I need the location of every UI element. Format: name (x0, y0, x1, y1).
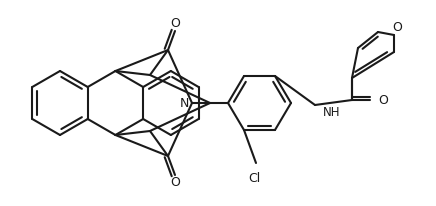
Text: O: O (378, 94, 388, 107)
Text: Cl: Cl (248, 172, 260, 185)
Text: O: O (392, 21, 402, 34)
Text: NH: NH (323, 105, 341, 118)
Text: O: O (170, 16, 180, 29)
Text: N: N (179, 96, 189, 110)
Text: O: O (170, 177, 180, 190)
